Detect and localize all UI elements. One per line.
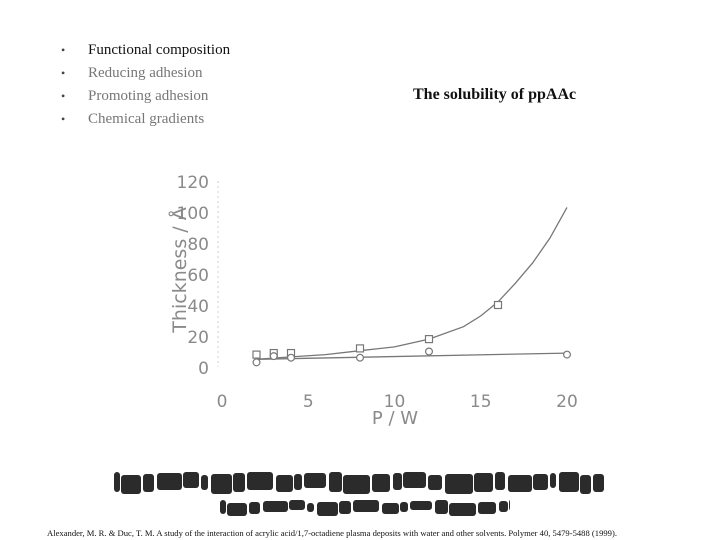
y-tick-label: 40	[187, 297, 209, 317]
banner-stroke	[410, 501, 432, 510]
bullet-dot: •	[61, 112, 66, 126]
banner-stroke	[227, 503, 247, 516]
bullet-item-3: • Chemical gradients	[55, 109, 230, 132]
banner-stroke	[121, 475, 141, 494]
banner-stroke	[428, 475, 442, 490]
banner-stroke	[233, 473, 245, 492]
banner-stroke	[220, 500, 226, 514]
banner-stroke	[289, 500, 305, 510]
x-tick-label: 15	[470, 392, 492, 412]
publication-banner-graphic	[114, 472, 604, 516]
data-point-circle	[287, 353, 296, 362]
banner-strokes	[114, 472, 604, 516]
banner-stroke	[201, 475, 208, 490]
banner-stroke	[495, 472, 505, 490]
bullet-dot: •	[61, 43, 66, 57]
data-point-square	[355, 344, 365, 353]
banner-stroke	[249, 502, 260, 514]
y-axis-label: Thickness / Å	[168, 207, 191, 333]
data-point-square	[493, 300, 503, 310]
bullet-item-1: • Reducing adhesion	[55, 63, 230, 86]
data-point-circle	[425, 347, 434, 356]
bullet-dot: •	[61, 66, 66, 80]
x-tick-label: 10	[384, 392, 406, 412]
y-tick-label: 60	[187, 266, 209, 286]
banner-stroke	[403, 472, 426, 488]
bullet-text: Functional composition	[88, 42, 231, 58]
citation-text: Alexander, M. R. & Duc, T. M. A study of…	[47, 528, 617, 538]
y-tick-label: 120	[177, 173, 209, 193]
fit-curve-series-1	[256, 352, 568, 360]
banner-stroke	[114, 472, 120, 492]
banner-stroke	[400, 502, 408, 512]
data-point-circle	[562, 350, 571, 359]
banner-stroke	[157, 473, 182, 490]
x-tick-label: 20	[556, 392, 578, 412]
data-point-circle	[252, 358, 261, 367]
data-point-circle	[356, 353, 365, 362]
banner-stroke	[499, 501, 508, 512]
banner-stroke	[445, 474, 473, 494]
banner-stroke	[339, 501, 351, 514]
data-point-square	[424, 335, 434, 344]
banner-stroke	[317, 502, 338, 516]
banner-stroke	[559, 472, 579, 492]
y-tick-label: 20	[187, 328, 209, 348]
banner-stroke	[263, 501, 288, 512]
chart-point-layer	[252, 300, 571, 367]
bullet-text: Reducing adhesion	[88, 65, 203, 81]
banner-stroke	[474, 473, 493, 492]
banner-stroke	[343, 475, 370, 494]
banner-stroke	[550, 473, 556, 488]
chart-fit-layer	[256, 207, 568, 360]
banner-stroke	[304, 473, 326, 488]
banner-stroke	[449, 503, 476, 516]
banner-stroke	[294, 474, 302, 490]
x-tick-label: 0	[217, 392, 228, 412]
slide-title: The solubility of ppAAc	[413, 86, 577, 103]
bullet-item-2: • Promoting adhesion	[55, 86, 230, 109]
banner-stroke	[307, 503, 314, 512]
data-point-circle	[269, 352, 278, 361]
y-tick-label: 0	[198, 359, 209, 379]
banner-stroke	[183, 472, 199, 488]
data-point-square	[252, 350, 261, 359]
banner-stroke	[353, 500, 379, 512]
bullet-dot: •	[61, 89, 66, 103]
fit-curve-series-0	[256, 207, 568, 360]
x-tick-label: 5	[303, 392, 314, 412]
bullet-text: Chemical gradients	[88, 111, 205, 127]
banner-stroke	[580, 475, 591, 494]
banner-stroke	[276, 475, 293, 492]
banner-stroke	[533, 474, 548, 490]
x-axis-label: P / W	[372, 408, 418, 429]
bullet-list: • Functional composition • Reducing adhesi…	[55, 40, 230, 132]
banner-stroke	[478, 502, 496, 514]
banner-stroke	[508, 475, 532, 492]
banner-stroke	[435, 500, 448, 514]
banner-stroke	[393, 473, 402, 490]
banner-stroke	[509, 500, 510, 510]
banner-stroke	[593, 474, 604, 492]
y-tick-label: 100	[177, 204, 209, 224]
banner-stroke	[211, 474, 232, 494]
banner-stroke	[372, 474, 390, 492]
bullet-item-0: • Functional composition	[55, 40, 230, 63]
banner-stroke	[143, 474, 154, 492]
banner-stroke	[329, 472, 342, 492]
y-tick-label: 80	[187, 235, 209, 255]
bullet-text: Promoting adhesion	[88, 88, 209, 104]
banner-stroke	[247, 472, 273, 490]
banner-stroke	[382, 503, 399, 514]
chart-axis-layer: 0 20 40 60 80 100 120 0 5 10 15 20	[177, 173, 578, 412]
